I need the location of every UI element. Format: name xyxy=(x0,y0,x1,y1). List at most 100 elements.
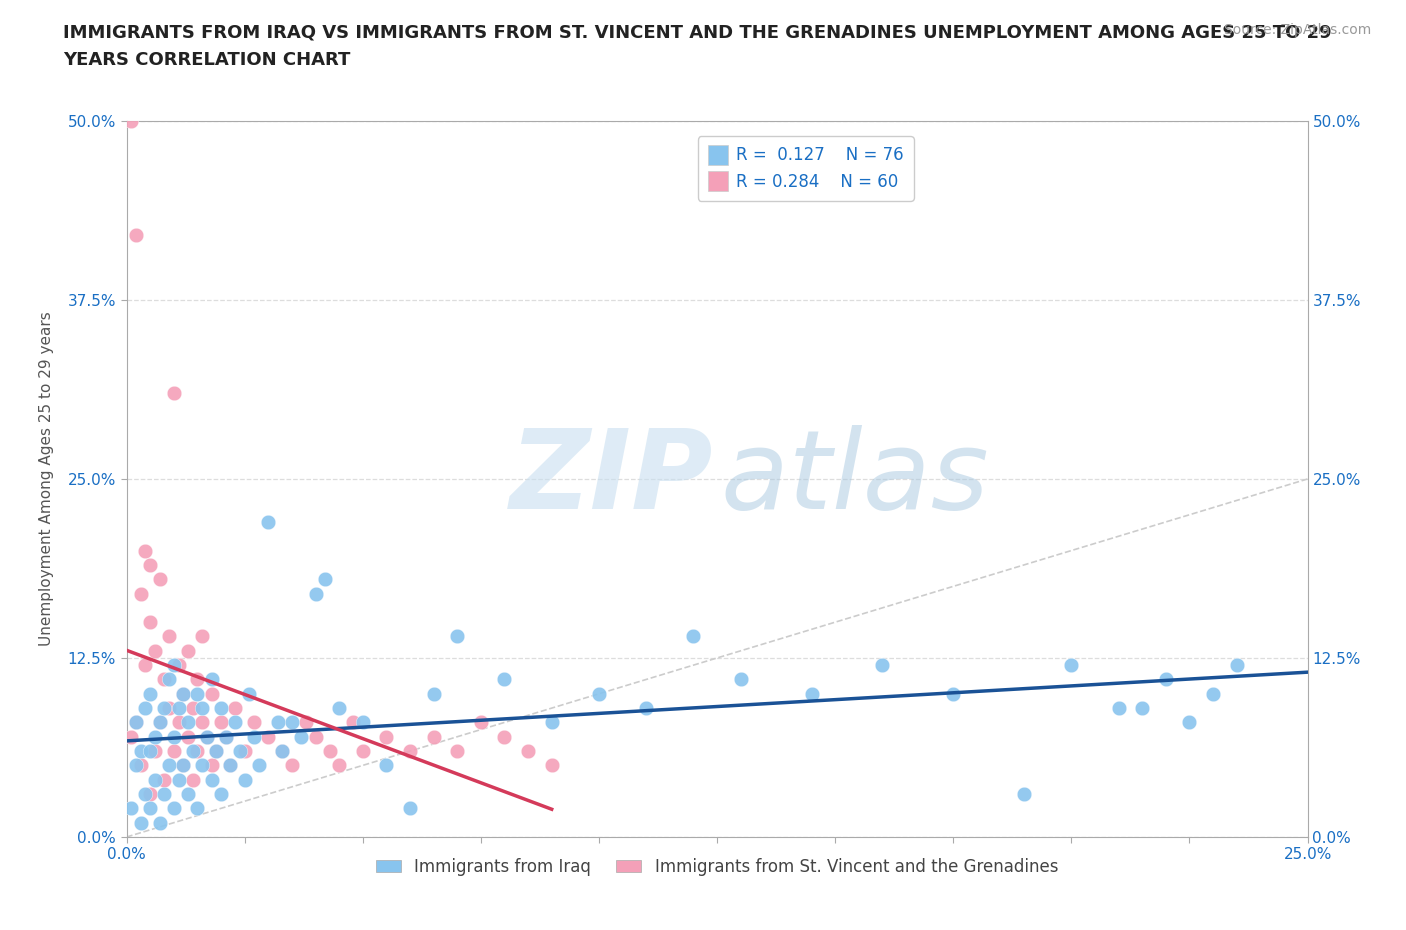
Point xyxy=(191,700,214,715)
Point xyxy=(257,514,280,529)
Point xyxy=(247,758,270,773)
Point xyxy=(281,758,304,773)
Point xyxy=(205,744,228,759)
Point xyxy=(181,744,204,759)
Point xyxy=(800,686,823,701)
Point xyxy=(149,572,172,587)
Point xyxy=(181,772,204,787)
Point xyxy=(163,801,186,816)
Point xyxy=(191,629,214,644)
Point xyxy=(342,715,364,730)
Point xyxy=(153,672,176,687)
Point xyxy=(125,715,148,730)
Point xyxy=(257,729,280,744)
Point xyxy=(540,715,562,730)
Point xyxy=(209,700,232,715)
Point xyxy=(125,228,148,243)
Point xyxy=(177,644,200,658)
Point xyxy=(422,686,444,701)
Point xyxy=(139,557,162,572)
Point xyxy=(399,744,422,759)
Point xyxy=(352,744,374,759)
Point xyxy=(157,672,180,687)
Point xyxy=(304,586,326,601)
Point xyxy=(120,801,142,816)
Point xyxy=(375,758,398,773)
Point xyxy=(153,700,176,715)
Point xyxy=(942,686,965,701)
Point xyxy=(139,744,162,759)
Point xyxy=(200,772,222,787)
Point xyxy=(191,715,214,730)
Point xyxy=(120,729,142,744)
Point xyxy=(134,700,156,715)
Point xyxy=(238,686,260,701)
Point xyxy=(224,715,246,730)
Point xyxy=(872,658,894,672)
Point xyxy=(215,729,238,744)
Point xyxy=(318,744,340,759)
Point xyxy=(494,672,516,687)
Y-axis label: Unemployment Among Ages 25 to 29 years: Unemployment Among Ages 25 to 29 years xyxy=(39,312,53,646)
Point xyxy=(167,715,190,730)
Point xyxy=(209,787,232,802)
Text: Source: ZipAtlas.com: Source: ZipAtlas.com xyxy=(1223,23,1371,37)
Point xyxy=(328,700,350,715)
Point xyxy=(730,672,752,687)
Point xyxy=(588,686,610,701)
Point xyxy=(229,744,252,759)
Point xyxy=(200,758,222,773)
Point xyxy=(243,729,266,744)
Point xyxy=(195,729,218,744)
Point xyxy=(143,772,166,787)
Point xyxy=(636,700,658,715)
Point xyxy=(233,744,256,759)
Point xyxy=(129,586,152,601)
Point xyxy=(271,744,294,759)
Point xyxy=(1012,787,1035,802)
Point xyxy=(446,744,468,759)
Point xyxy=(224,700,246,715)
Point xyxy=(172,758,194,773)
Text: ZIP: ZIP xyxy=(510,425,713,533)
Point xyxy=(157,629,180,644)
Point xyxy=(186,744,208,759)
Point xyxy=(167,658,190,672)
Point xyxy=(177,787,200,802)
Point xyxy=(195,729,218,744)
Point xyxy=(446,629,468,644)
Point xyxy=(328,758,350,773)
Point xyxy=(233,772,256,787)
Point xyxy=(494,729,516,744)
Point xyxy=(125,715,148,730)
Point xyxy=(163,658,186,672)
Point xyxy=(153,787,176,802)
Point xyxy=(375,729,398,744)
Point xyxy=(1226,658,1249,672)
Point xyxy=(470,715,492,730)
Point xyxy=(139,801,162,816)
Point xyxy=(129,744,152,759)
Point xyxy=(1060,658,1083,672)
Point xyxy=(172,686,194,701)
Point xyxy=(139,615,162,630)
Point xyxy=(134,543,156,558)
Point xyxy=(143,644,166,658)
Point xyxy=(290,729,312,744)
Point xyxy=(163,386,186,401)
Point xyxy=(186,801,208,816)
Point xyxy=(153,772,176,787)
Point xyxy=(1202,686,1225,701)
Point xyxy=(243,715,266,730)
Point xyxy=(172,758,194,773)
Text: atlas: atlas xyxy=(721,425,990,533)
Point xyxy=(120,113,142,128)
Point xyxy=(139,787,162,802)
Point xyxy=(177,715,200,730)
Point xyxy=(134,658,156,672)
Point xyxy=(181,700,204,715)
Point xyxy=(267,715,290,730)
Point xyxy=(205,744,228,759)
Point xyxy=(209,715,232,730)
Text: IMMIGRANTS FROM IRAQ VS IMMIGRANTS FROM ST. VINCENT AND THE GRENADINES UNEMPLOYM: IMMIGRANTS FROM IRAQ VS IMMIGRANTS FROM … xyxy=(63,23,1331,41)
